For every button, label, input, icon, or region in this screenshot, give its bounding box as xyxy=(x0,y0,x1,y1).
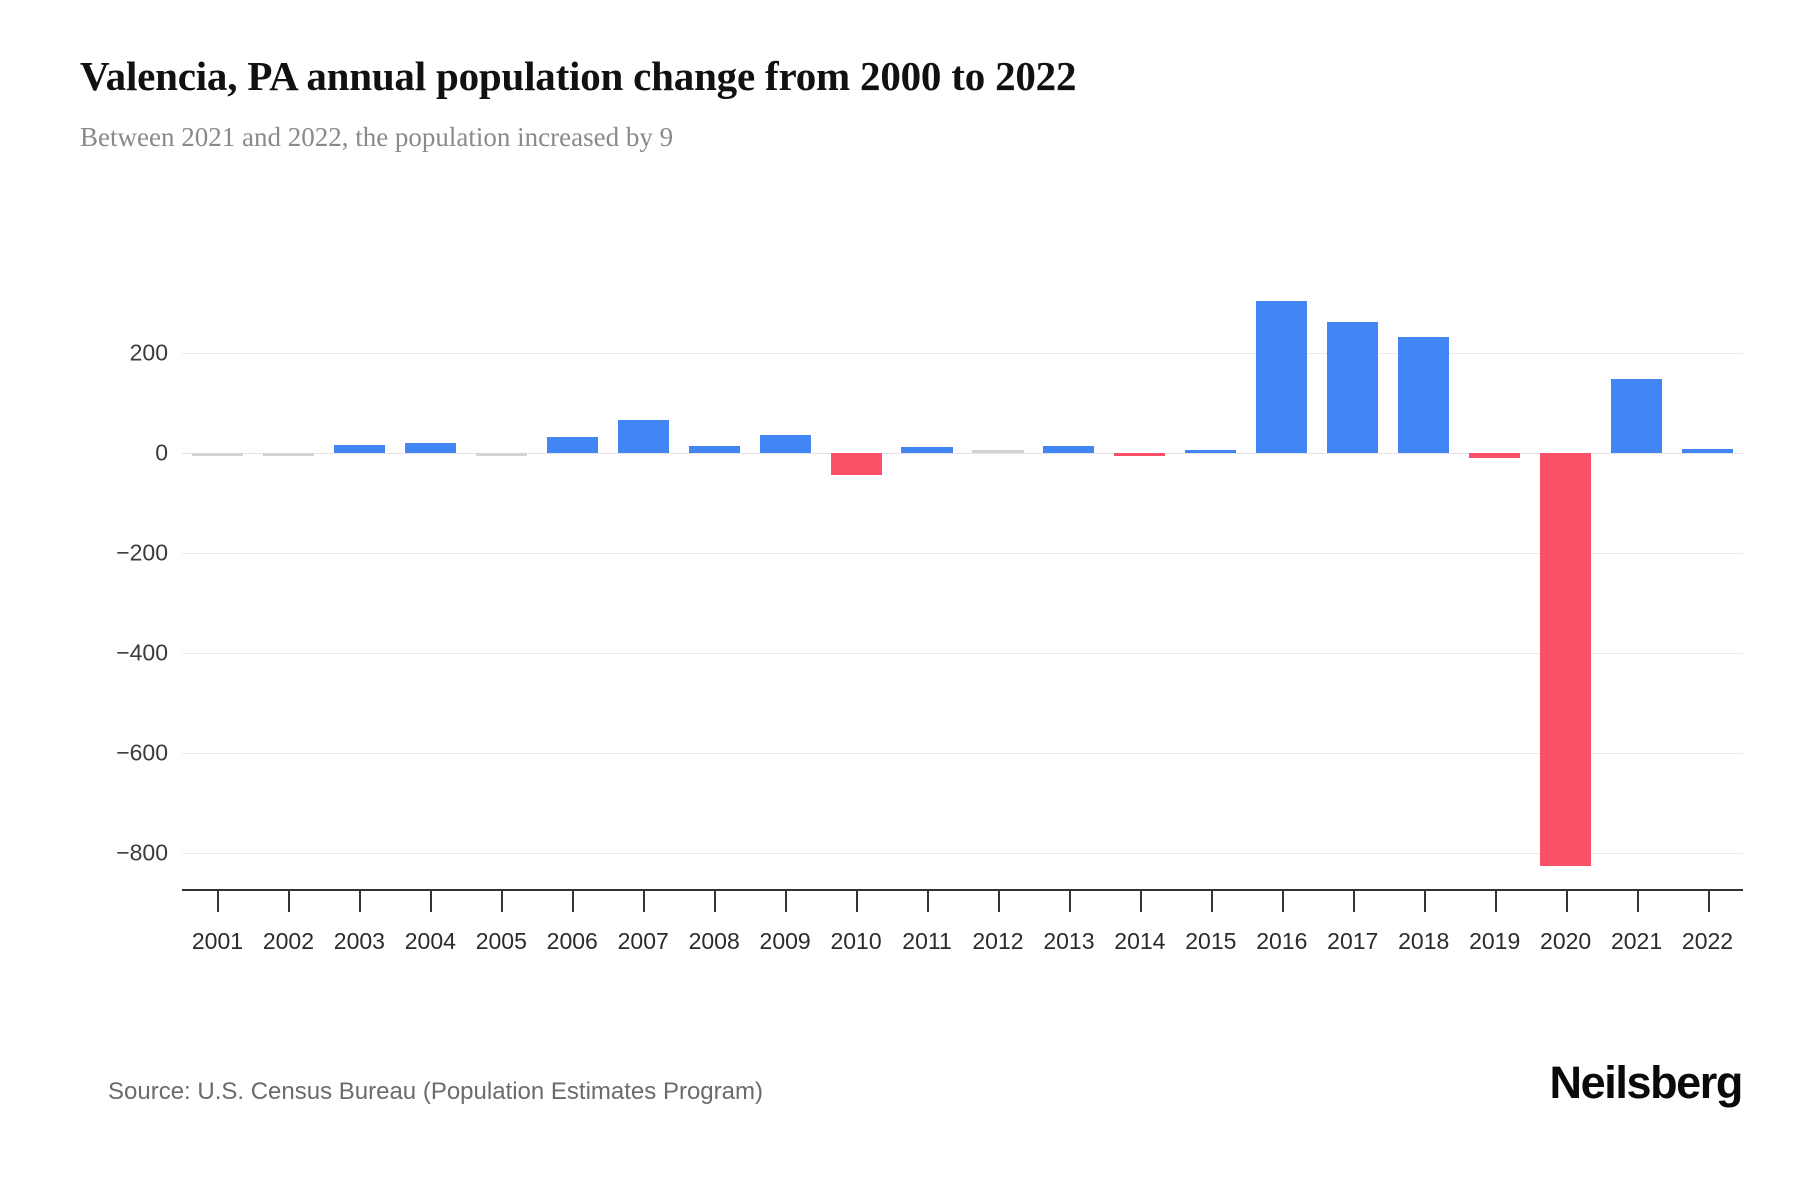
y-axis-tick-label: −600 xyxy=(116,739,168,766)
y-axis-tick-label: 0 xyxy=(155,439,168,466)
x-axis-tick xyxy=(359,890,362,912)
x-axis-tick xyxy=(1423,890,1426,912)
x-axis-tick xyxy=(501,890,504,912)
x-axis-tick xyxy=(430,890,433,912)
source-note: Source: U.S. Census Bureau (Population E… xyxy=(108,1078,763,1105)
x-axis-tick-label: 2014 xyxy=(1114,928,1166,954)
brand-logo: Neilsberg xyxy=(1549,1057,1744,1108)
gridline--400 xyxy=(182,653,1743,654)
bar-2011[interactable] xyxy=(901,446,953,453)
x-axis-tick-label: 2021 xyxy=(1610,928,1663,954)
y-axis-tick-label: −800 xyxy=(116,839,168,866)
bar-2003[interactable] xyxy=(333,445,385,453)
x-axis-tick xyxy=(572,890,575,912)
bar-2012[interactable] xyxy=(972,450,1024,453)
gridline--600 xyxy=(182,753,1743,754)
page-title: Valencia, PA annual population change fr… xyxy=(80,53,1077,99)
x-axis-tick-label: 2005 xyxy=(475,928,527,954)
x-axis-line xyxy=(182,889,1743,891)
bar-2004[interactable] xyxy=(404,443,456,453)
bar-2015[interactable] xyxy=(1185,450,1237,453)
x-axis-tick xyxy=(927,890,930,912)
x-axis-tick-label: 2006 xyxy=(546,928,598,954)
bar-2018[interactable] xyxy=(1398,336,1450,453)
x-axis-tick-label: 2012 xyxy=(972,928,1024,954)
chart-subtitle: Between 2021 and 2022, the population in… xyxy=(80,122,674,152)
x-axis-tick xyxy=(1565,890,1568,912)
bar-2001[interactable] xyxy=(191,453,243,456)
bar-2005[interactable] xyxy=(475,453,527,456)
x-axis-tick-label: 2003 xyxy=(333,928,385,954)
x-axis-tick xyxy=(714,890,717,912)
x-axis-tick-label: 2011 xyxy=(902,928,952,954)
x-axis-tick-label: 2015 xyxy=(1185,928,1237,954)
gridline-0 xyxy=(182,453,1743,454)
x-axis-tick-label: 2007 xyxy=(617,928,669,954)
y-axis-tick-label: −400 xyxy=(116,639,168,666)
x-axis-tick xyxy=(1352,890,1355,912)
bar-2009[interactable] xyxy=(759,434,811,453)
x-axis-tick xyxy=(997,890,1000,912)
x-axis-tick xyxy=(1210,890,1213,912)
x-axis-tick xyxy=(217,890,220,912)
y-axis-tick-label: 200 xyxy=(129,339,168,366)
bar-2002[interactable] xyxy=(262,453,314,456)
bar-2020[interactable] xyxy=(1540,453,1592,866)
x-axis-tick-label: 2018 xyxy=(1398,928,1450,954)
bar-2016[interactable] xyxy=(1256,301,1308,453)
gridline--800 xyxy=(182,853,1743,854)
bar-2010[interactable] xyxy=(830,453,882,475)
bar-2019[interactable] xyxy=(1469,453,1521,458)
bar-2008[interactable] xyxy=(688,445,740,453)
x-axis-tick xyxy=(1281,890,1284,912)
x-axis-tick xyxy=(288,890,291,912)
x-axis-tick-label: 2010 xyxy=(830,928,882,954)
bar-2021[interactable] xyxy=(1611,379,1663,453)
bar-2006[interactable] xyxy=(546,437,598,453)
bar-2013[interactable] xyxy=(1043,445,1095,453)
x-axis-tick-label: 2013 xyxy=(1043,928,1095,954)
x-axis-tick xyxy=(856,890,859,912)
x-axis-tick-label: 2008 xyxy=(688,928,740,954)
x-axis-tick xyxy=(1068,890,1071,912)
bar-2022[interactable] xyxy=(1681,448,1734,453)
y-axis-tick-label: −200 xyxy=(116,539,168,566)
x-axis-tick-label: 2004 xyxy=(404,928,456,954)
bar-2017[interactable] xyxy=(1327,322,1379,453)
x-axis-tick xyxy=(785,890,788,912)
x-axis-tick-label: 2016 xyxy=(1256,928,1308,954)
x-axis-tick xyxy=(643,890,646,912)
bars-group xyxy=(182,0,1743,1200)
gridline--200 xyxy=(182,553,1743,554)
x-axis-tick-label: 2017 xyxy=(1327,928,1379,954)
x-axis-tick-label: 2020 xyxy=(1540,928,1592,954)
bar-2007[interactable] xyxy=(617,420,669,453)
x-axis-tick xyxy=(1139,890,1142,912)
bar-2014[interactable] xyxy=(1114,453,1166,456)
x-axis-tick-label: 2002 xyxy=(262,928,315,954)
x-axis-tick xyxy=(1636,890,1639,912)
x-axis-tick xyxy=(1707,890,1710,912)
x-axis-tick-label: 2022 xyxy=(1681,928,1734,954)
x-axis-tick xyxy=(1494,890,1497,912)
gridline-200 xyxy=(182,353,1743,354)
x-axis-tick-label: 2019 xyxy=(1469,928,1521,954)
x-axis-tick-label: 2009 xyxy=(759,928,811,954)
x-axis-tick-label: 2001 xyxy=(191,928,244,954)
